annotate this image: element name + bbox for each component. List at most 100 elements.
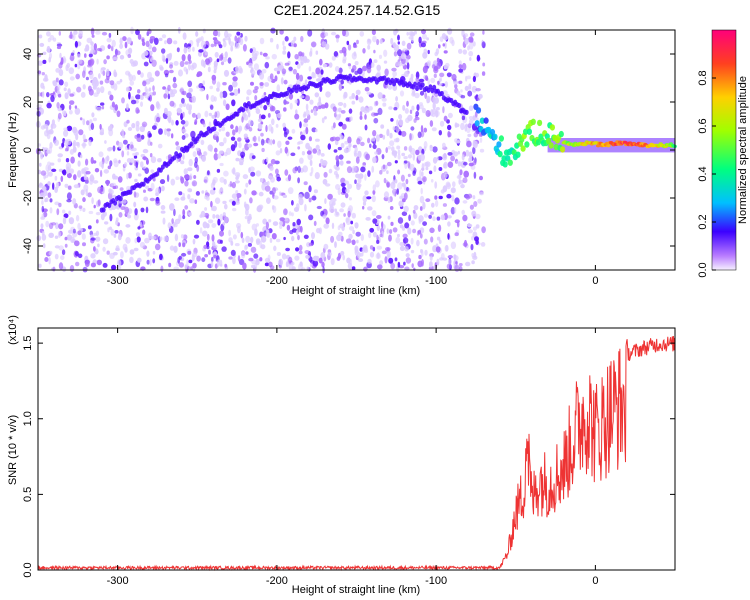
noise-speck bbox=[139, 241, 146, 249]
noise-speck bbox=[398, 200, 404, 207]
noise-speck bbox=[93, 246, 96, 252]
curve-point bbox=[432, 84, 437, 90]
noise-speck bbox=[365, 153, 370, 161]
noise-speck bbox=[198, 37, 202, 41]
noise-speck bbox=[442, 106, 445, 114]
noise-speck bbox=[208, 249, 211, 255]
noise-speck bbox=[143, 189, 146, 193]
noise-speck bbox=[231, 99, 236, 107]
noise-speck bbox=[407, 161, 410, 169]
noise-speck bbox=[66, 172, 72, 179]
noise-speck bbox=[373, 59, 378, 63]
noise-speck bbox=[442, 153, 448, 161]
noise-speck bbox=[357, 150, 362, 159]
noise-speck bbox=[135, 29, 140, 36]
noise-speck bbox=[472, 41, 476, 47]
noise-speck bbox=[318, 227, 322, 235]
noise-speck bbox=[206, 233, 210, 241]
noise-speck bbox=[41, 234, 47, 241]
noise-speck bbox=[372, 184, 376, 192]
noise-speck bbox=[468, 50, 474, 57]
noise-speck bbox=[287, 51, 291, 59]
noise-speck bbox=[241, 251, 246, 259]
noise-speck bbox=[113, 83, 118, 91]
noise-speck bbox=[423, 238, 428, 245]
noise-speck bbox=[57, 112, 62, 120]
noise-speck bbox=[480, 242, 486, 247]
noise-speck bbox=[99, 161, 104, 168]
noise-speck bbox=[98, 73, 101, 79]
noise-speck bbox=[159, 236, 163, 241]
noise-speck bbox=[430, 236, 434, 243]
noise-speck bbox=[260, 244, 266, 250]
noise-speck bbox=[393, 107, 398, 111]
noise-speck bbox=[268, 175, 273, 179]
noise-speck bbox=[402, 198, 406, 203]
noise-speck bbox=[122, 36, 127, 42]
noise-speck bbox=[342, 29, 346, 37]
noise-speck bbox=[447, 254, 453, 259]
noise-speck bbox=[234, 41, 239, 50]
noise-speck bbox=[468, 105, 474, 111]
noise-speck bbox=[335, 173, 339, 178]
noise-speck bbox=[107, 147, 112, 152]
noise-speck bbox=[90, 49, 94, 54]
noise-speck bbox=[363, 248, 369, 253]
noise-speck bbox=[254, 52, 258, 60]
curve-point bbox=[204, 130, 209, 136]
noise-speck bbox=[386, 228, 389, 234]
noise-speck bbox=[436, 216, 441, 221]
noise-speck bbox=[47, 192, 52, 198]
noise-speck bbox=[422, 221, 427, 227]
noise-speck bbox=[54, 139, 59, 146]
noise-speck bbox=[96, 87, 101, 95]
noise-speck bbox=[244, 35, 248, 42]
noise-speck bbox=[405, 253, 410, 258]
noise-speck bbox=[228, 229, 232, 237]
noise-speck bbox=[458, 80, 463, 85]
noise-speck bbox=[184, 264, 188, 270]
noise-speck bbox=[268, 219, 272, 223]
noise-speck bbox=[303, 234, 309, 239]
noise-speck bbox=[354, 146, 358, 153]
noise-speck bbox=[367, 170, 371, 178]
snr-ticks: -300 -200 -100 00.00.51.01.5 bbox=[22, 328, 675, 587]
noise-speck bbox=[121, 199, 127, 204]
noise-speck bbox=[248, 257, 254, 262]
noise-speck bbox=[231, 193, 237, 199]
noise-speck bbox=[36, 104, 42, 109]
noise-speck bbox=[305, 254, 310, 259]
noise-speck bbox=[454, 232, 459, 237]
noise-speck bbox=[271, 53, 277, 60]
noise-speck bbox=[91, 34, 95, 38]
noise-speck bbox=[227, 33, 232, 38]
noise-speck bbox=[447, 215, 452, 219]
noise-speck bbox=[475, 88, 481, 92]
noise-speck bbox=[114, 230, 119, 234]
noise-speck bbox=[263, 104, 268, 111]
noise-speck bbox=[119, 54, 125, 60]
noise-speck bbox=[109, 252, 115, 259]
noise-speck bbox=[421, 148, 425, 155]
noise-speck bbox=[43, 189, 48, 197]
noise-speck bbox=[150, 156, 157, 164]
noise-speck bbox=[461, 209, 466, 215]
noise-speck bbox=[42, 77, 49, 82]
noise-speck bbox=[293, 43, 297, 48]
noise-speck bbox=[340, 182, 346, 187]
noise-speck bbox=[109, 123, 113, 132]
noise-speck bbox=[267, 139, 272, 145]
noise-speck bbox=[223, 40, 227, 48]
noise-speck bbox=[73, 30, 78, 35]
noise-speck bbox=[127, 72, 131, 77]
noise-speck bbox=[297, 140, 304, 145]
noise-speck bbox=[112, 57, 118, 61]
noise-speck bbox=[412, 153, 415, 161]
noise-speck bbox=[269, 165, 274, 171]
noise-speck bbox=[46, 31, 51, 37]
noise-speck bbox=[288, 66, 293, 72]
noise-speck bbox=[407, 154, 412, 159]
signal-point bbox=[475, 107, 482, 114]
noise-speck bbox=[359, 252, 364, 257]
noise-speck bbox=[61, 249, 66, 256]
